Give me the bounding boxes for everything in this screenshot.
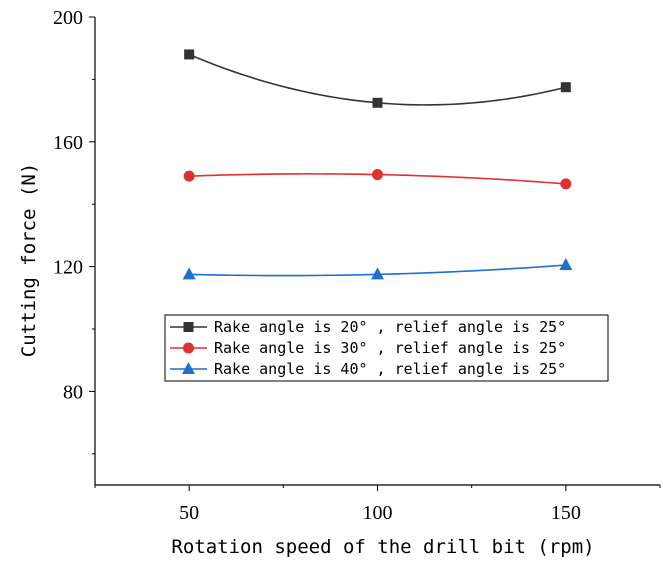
data-point	[560, 178, 572, 190]
legend-label: Rake angle is 30° , relief angle is 25°	[214, 339, 566, 357]
legend-label: Rake angle is 40° , relief angle is 25°	[214, 360, 566, 378]
legend-marker	[183, 342, 194, 354]
legend-marker	[183, 322, 194, 332]
data-point	[184, 49, 195, 60]
axes: 80 120 160 200 50 100 150	[53, 7, 661, 524]
x-ticks: 50 100 150	[94, 485, 661, 524]
x-axis-title: Rotation speed of the drill bit (rpm)	[171, 536, 594, 558]
y-ticks: 80 120 160 200	[53, 7, 95, 455]
legend-label: Rake angle is 20° , relief angle is 25°	[214, 318, 566, 336]
data-point	[182, 267, 196, 280]
legend: Rake angle is 20° , relief angle is 25° R…	[164, 314, 609, 382]
y-axis-title: Cutting force (N)	[18, 163, 40, 357]
x-tick-label: 50	[179, 502, 199, 524]
data-point	[371, 267, 384, 280]
data-point	[560, 82, 571, 93]
data-point	[183, 170, 195, 182]
legend-box	[164, 314, 609, 382]
y-tick-label: 80	[63, 381, 83, 403]
legend-marker	[182, 362, 195, 374]
series-3	[182, 258, 573, 280]
x-tick-label: 150	[551, 502, 581, 524]
data-point	[372, 169, 383, 181]
y-tick-label: 200	[53, 7, 83, 29]
series-line	[188, 53, 567, 106]
series-1	[184, 49, 571, 108]
plot-lines	[182, 49, 573, 280]
x-tick-label: 100	[363, 502, 393, 524]
y-tick-label: 160	[53, 132, 83, 154]
y-tick-label: 120	[53, 257, 83, 279]
data-point	[372, 97, 383, 108]
data-point	[559, 258, 573, 271]
series-2	[183, 169, 572, 190]
